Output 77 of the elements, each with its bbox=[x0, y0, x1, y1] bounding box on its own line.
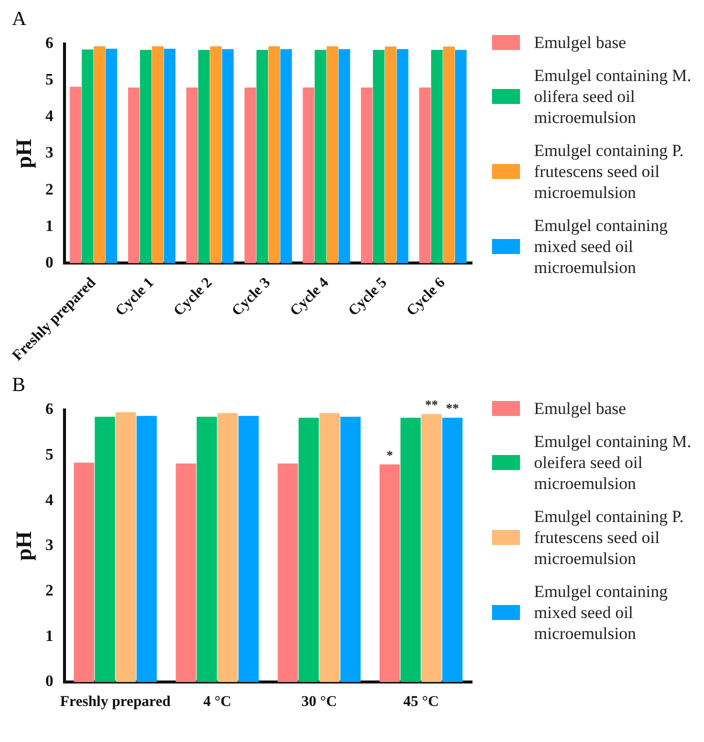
y-tick-label: 5 bbox=[45, 72, 54, 89]
y-tick-label: 0 bbox=[45, 254, 54, 272]
y-axis-title: pH bbox=[10, 138, 36, 168]
bar bbox=[82, 49, 94, 264]
annotation: ** bbox=[424, 396, 438, 412]
bar bbox=[280, 49, 292, 264]
bar bbox=[431, 50, 443, 264]
bar bbox=[140, 50, 152, 264]
bar bbox=[396, 49, 408, 264]
bar bbox=[128, 87, 140, 264]
bar bbox=[222, 49, 234, 264]
y-tick-label: 4 bbox=[45, 108, 54, 126]
bar bbox=[218, 413, 238, 682]
bar bbox=[106, 48, 118, 264]
legend-label: Emulgel containing mixed seed oil microemulsion bbox=[534, 215, 669, 278]
bar bbox=[298, 418, 319, 682]
bar bbox=[278, 463, 298, 682]
y-tick-label: 5 bbox=[45, 446, 54, 464]
bar bbox=[421, 414, 442, 682]
y-tick-label: 3 bbox=[45, 537, 54, 554]
legend-label: Emulgel base bbox=[534, 32, 626, 53]
bar bbox=[244, 87, 256, 264]
legend-label: Emulgel containing M. olifera seed oil microemulsion bbox=[534, 65, 692, 128]
y-tick-label: 3 bbox=[45, 144, 54, 162]
bar bbox=[238, 416, 259, 682]
x-tick-label: Freshly prepared bbox=[60, 694, 172, 710]
bar bbox=[164, 48, 176, 264]
bar bbox=[326, 46, 338, 264]
y-tick-label: 6 bbox=[45, 401, 54, 418]
bar bbox=[74, 462, 94, 682]
y-tick-label: 2 bbox=[45, 181, 54, 198]
annotation: * bbox=[386, 447, 393, 462]
bar bbox=[338, 49, 350, 264]
bar bbox=[442, 418, 463, 682]
bar bbox=[256, 50, 268, 264]
y-tick-label: 1 bbox=[45, 628, 54, 645]
bar bbox=[372, 50, 384, 264]
y-tick-label: 1 bbox=[45, 218, 54, 235]
bar bbox=[186, 87, 198, 264]
x-tick-label: 45 °C bbox=[403, 694, 439, 710]
bar bbox=[268, 46, 280, 264]
bar bbox=[210, 46, 222, 264]
bar bbox=[94, 416, 116, 682]
y-tick-label: 6 bbox=[45, 35, 54, 52]
x-tick-label: 4 °C bbox=[203, 694, 232, 710]
bar bbox=[94, 46, 106, 264]
chart-title: A bbox=[11, 8, 28, 30]
chart-title: B bbox=[11, 374, 26, 396]
bar bbox=[176, 463, 196, 682]
bar bbox=[136, 416, 157, 682]
bar bbox=[455, 50, 467, 264]
bar bbox=[340, 416, 361, 682]
bar bbox=[70, 86, 82, 264]
bar bbox=[419, 87, 431, 264]
bar bbox=[196, 416, 217, 682]
bar bbox=[198, 50, 210, 264]
bar bbox=[380, 464, 400, 682]
legend-label: Emulgel base bbox=[534, 398, 626, 419]
bar bbox=[360, 87, 373, 264]
bar bbox=[302, 87, 314, 264]
bar bbox=[314, 50, 326, 264]
legend-label: Emulgel containing mixed seed oil microemulsion bbox=[534, 581, 669, 644]
legend-label: Emulgel containing P. frutescens seed oil microemulsion bbox=[534, 506, 685, 569]
bar bbox=[116, 412, 136, 682]
y-tick-label: 2 bbox=[45, 582, 54, 600]
bar bbox=[152, 46, 164, 264]
legend-label: Emulgel containing P. frutescens seed oil microemulsion bbox=[534, 140, 685, 203]
bar bbox=[443, 46, 455, 264]
y-axis-title: pH bbox=[10, 531, 36, 561]
x-tick-label: 30 °C bbox=[301, 694, 337, 710]
annotation: ** bbox=[446, 400, 459, 416]
y-tick-label: 4 bbox=[45, 492, 54, 509]
y-tick-label: 0 bbox=[45, 673, 54, 690]
bar bbox=[319, 413, 340, 682]
legend-label: Emulgel containing M. oleifera seed oil microemulsion bbox=[534, 431, 692, 494]
bar bbox=[384, 46, 396, 264]
bar bbox=[400, 418, 421, 682]
